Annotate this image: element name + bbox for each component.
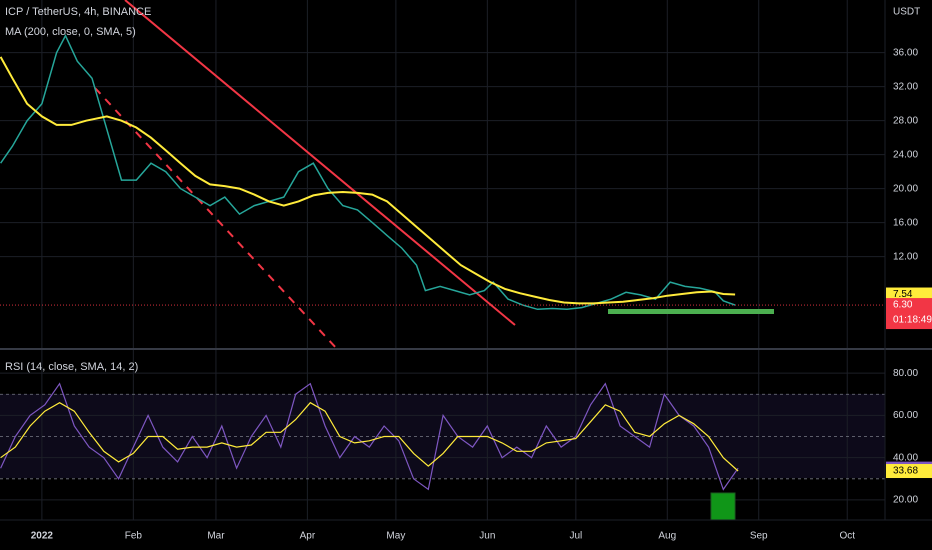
y-tick-label: 20.00: [893, 495, 918, 506]
y-tick-label: 36.00: [893, 47, 918, 58]
price-tag: [886, 464, 932, 479]
series-line: [0, 401, 739, 472]
price-tag-label: 33.68: [893, 466, 918, 477]
x-tick-label: Sep: [750, 531, 768, 542]
x-tick-label: Feb: [125, 531, 143, 542]
x-tick-label: Jun: [479, 531, 495, 542]
x-tick-label: May: [386, 531, 405, 542]
support-zone: [608, 309, 774, 314]
y-tick-label: 32.00: [893, 81, 918, 92]
price-tag-label: 6.30: [893, 300, 913, 311]
axis-unit: USDT: [893, 7, 920, 18]
y-tick-label: 24.00: [893, 149, 918, 160]
indicator-label: MA (200, close, 0, SMA, 5): [5, 26, 136, 38]
chart-title: ICP / TetherUS, 4h, BINANCE: [5, 6, 151, 18]
marks: [0, 34, 885, 491]
price-tag-label: 7.54: [893, 289, 913, 300]
rsi-band-fill: [0, 394, 885, 478]
y-tick-label: 12.00: [893, 251, 918, 262]
y-tick-label: 40.00: [893, 452, 918, 463]
series-line: [0, 382, 739, 491]
x-tick-label: 2022: [31, 531, 54, 542]
rsi-highlight: [710, 492, 736, 521]
y-tick-label: 20.00: [893, 183, 918, 194]
series-line: [0, 34, 736, 311]
y-tick-label: 60.00: [893, 410, 918, 421]
series-line: [0, 56, 736, 305]
price-tag: [886, 298, 932, 330]
countdown: 01:18:49: [893, 315, 932, 326]
labels: 12.0016.0020.0024.0028.0032.0036.007.546…: [31, 47, 932, 542]
x-tick-label: Mar: [207, 531, 225, 542]
x-tick-label: Aug: [658, 531, 676, 542]
y-tick-label: 16.00: [893, 217, 918, 228]
x-tick-label: Oct: [839, 531, 855, 542]
rsi-title: RSI (14, close, SMA, 14, 2): [5, 361, 138, 373]
y-tick-label: 80.00: [893, 368, 918, 379]
x-tick-label: Apr: [300, 531, 316, 542]
y-tick-label: 28.00: [893, 115, 918, 126]
x-tick-label: Jul: [569, 531, 582, 542]
trend-line: [124, 0, 516, 326]
price-tag: [886, 287, 932, 302]
